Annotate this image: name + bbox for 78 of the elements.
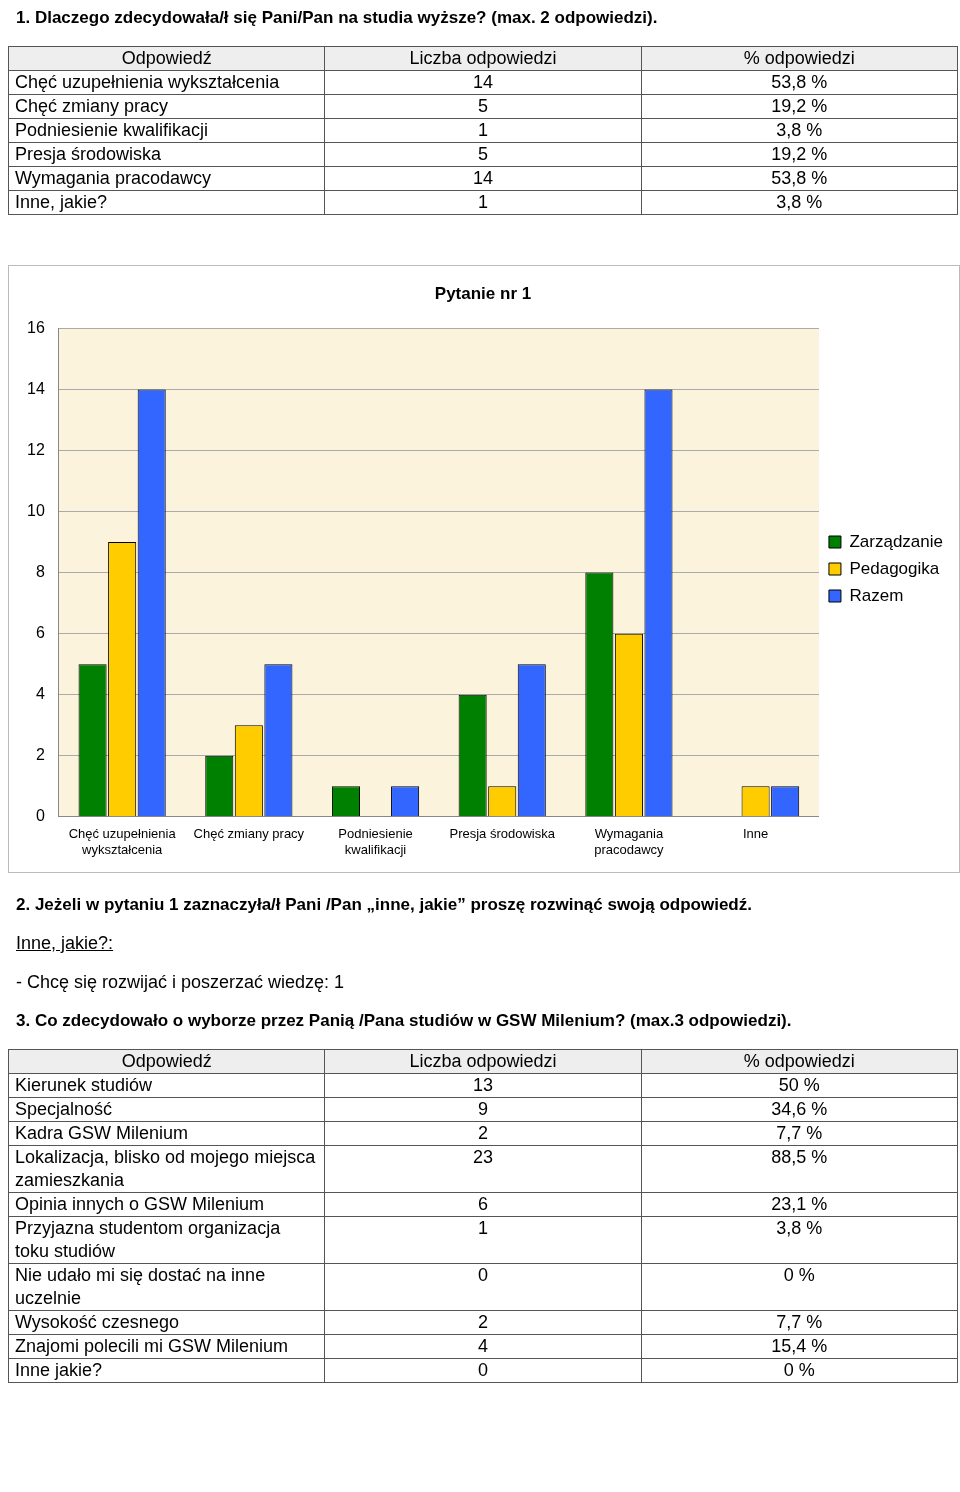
category-label: Kadra GSW Milenium [8, 1121, 325, 1146]
x-tick-label: Chęć zmiany pracy [193, 826, 305, 842]
category-label: Wysokość czesnego [8, 1310, 325, 1335]
data-label: 14 [324, 70, 642, 95]
category-label: Chęć zmiany pracy [8, 94, 325, 119]
data-label: 23,1 % [641, 1192, 958, 1217]
category-label: Inne jakie? [8, 1358, 325, 1383]
y-tick-label: 12 [27, 440, 45, 458]
text: 2. Jeżeli w pytaniu 1 zaznaczyła/ł Pani /Pan „inne, jakie” proszę rozwinąć swoją odpowiedź. [16, 895, 753, 915]
category-label: Opinia innych o GSW Milenium [8, 1192, 325, 1217]
y-tick-label: 8 [35, 563, 45, 581]
data-label: 14 [324, 166, 642, 191]
text: Inne, jakie?: [16, 933, 115, 954]
data-label: 50 % [641, 1073, 958, 1098]
data-label: 13 [324, 1073, 642, 1098]
y-tick-label: 4 [35, 685, 45, 703]
category-label: Chęć uzupełnienia wykształcenia [8, 70, 325, 95]
text: Odpowiedź [8, 46, 325, 71]
text: Odpowiedź [8, 1049, 325, 1074]
y-tick-label: 16 [27, 318, 45, 336]
x-tick-label: Wymagania pracodawcy [594, 826, 665, 857]
data-label: 0 [324, 1263, 642, 1311]
text: % odpowiedzi [641, 46, 958, 71]
data-label: 3,8 % [641, 118, 958, 143]
data-label: 88,5 % [641, 1145, 958, 1193]
text: Liczba odpowiedzi [324, 1049, 642, 1074]
data-label: 5 [324, 142, 642, 167]
data-label: 0 % [641, 1358, 958, 1383]
data-label: 19,2 % [641, 142, 958, 167]
data-label: 0 % [641, 1263, 958, 1311]
x-tick-label: Podniesienie kwalifikacji [338, 826, 413, 857]
y-tick-label: 14 [27, 379, 45, 397]
legend-label: Pedagogika [849, 558, 940, 578]
data-label: 1 [324, 190, 642, 215]
data-label: 5 [324, 94, 642, 119]
text: - Chcę się rozwijać i poszerzać wiedzę: 1 [16, 972, 346, 993]
legend-label: Zarządzanie [849, 531, 944, 551]
data-label: 4 [324, 1334, 642, 1359]
data-label: 53,8 % [641, 166, 958, 191]
data-label: 7,7 % [641, 1121, 958, 1146]
text: % odpowiedzi [641, 1049, 958, 1074]
category-label: Podniesienie kwalifikacji [8, 118, 325, 143]
text: 1. Dlaczego zdecydowała/ł się Pani/Pan na studia wyższe? (max. 2 odpowiedzi). [16, 8, 659, 28]
data-label: 2 [324, 1310, 642, 1335]
category-label: Lokalizacja, blisko od mojego miejsca zamieszkania [8, 1145, 325, 1193]
category-label: Presja środowiska [8, 142, 325, 167]
category-label: Inne, jakie? [8, 190, 325, 215]
y-tick-label: 10 [27, 501, 45, 519]
data-label: 19,2 % [641, 94, 958, 119]
x-tick-label: Presja środowiska [449, 826, 556, 842]
category-label: Nie udało mi się dostać na inne uczelnie [8, 1263, 325, 1311]
legend-label: Razem [849, 585, 904, 605]
data-label: 1 [324, 118, 642, 143]
y-tick-label: 6 [35, 624, 45, 642]
data-label: 1 [324, 1216, 642, 1264]
data-label: 34,6 % [641, 1097, 958, 1122]
data-label: 23 [324, 1145, 642, 1193]
text: Liczba odpowiedzi [324, 46, 642, 71]
category-label: Wymagania pracodawcy [8, 166, 325, 191]
category-label: Kierunek studiów [8, 1073, 325, 1098]
data-label: 3,8 % [641, 190, 958, 215]
data-label: 0 [324, 1358, 642, 1383]
data-label: 9 [324, 1097, 642, 1122]
chart-title: Pytanie nr 1 [434, 283, 532, 303]
text: 3. Co zdecydowało o wyborze przez Panią /Pana studiów w GSW Milenium? (max.3 odpowiedzi). [16, 1011, 793, 1031]
x-tick-label: Chęć uzupełnienia wykształcenia [68, 826, 177, 857]
category-label: Przyjazna studentom organizacja toku studiów [8, 1216, 325, 1264]
data-label: 2 [324, 1121, 642, 1146]
category-label: Znajomi polecili mi GSW Milenium [8, 1334, 325, 1359]
data-label: 53,8 % [641, 70, 958, 95]
data-label: 7,7 % [641, 1310, 958, 1335]
data-label: 3,8 % [641, 1216, 958, 1264]
data-label: 6 [324, 1192, 642, 1217]
category-label: Specjalność [8, 1097, 325, 1122]
y-tick-label: 2 [35, 746, 45, 764]
x-tick-label: Inne [742, 826, 769, 842]
data-label: 15,4 % [641, 1334, 958, 1359]
y-tick-label: 0 [35, 807, 45, 825]
